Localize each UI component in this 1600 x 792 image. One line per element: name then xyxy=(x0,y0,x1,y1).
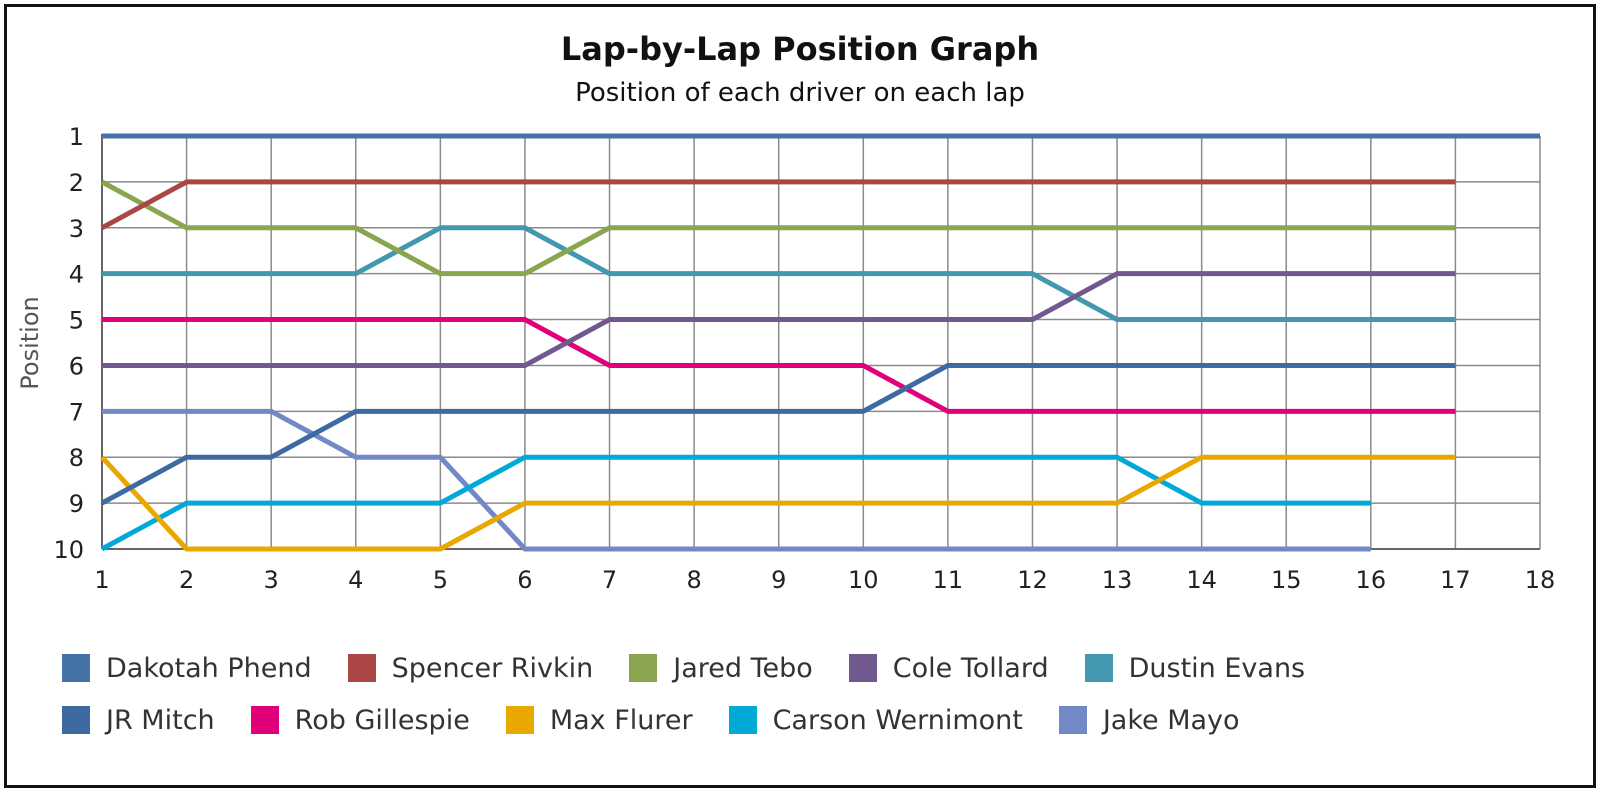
legend-swatch xyxy=(1084,654,1113,682)
x-tick-label: 3 xyxy=(264,566,279,594)
x-tick-label: 11 xyxy=(933,566,964,594)
legend-item[interactable]: Cole Tollard xyxy=(848,652,1049,684)
series-line-dustin-evans xyxy=(102,225,1456,323)
x-tick-label: 12 xyxy=(1017,566,1048,594)
legend-item[interactable]: Rob Gillespie xyxy=(250,704,470,736)
y-tick-label: 2 xyxy=(69,169,84,197)
legend-item[interactable]: Max Flurer xyxy=(505,704,693,736)
series-lines xyxy=(100,133,1540,552)
series-line-jared-tebo xyxy=(100,179,1456,277)
series-line-cole-tollard xyxy=(102,271,1456,368)
legend-item[interactable]: Spencer Rivkin xyxy=(347,652,594,684)
x-tick-label: 13 xyxy=(1102,566,1133,594)
legend-label: Dustin Evans xyxy=(1128,652,1306,684)
y-tick-label: 1 xyxy=(69,123,84,151)
y-axis-label: Position xyxy=(16,296,44,389)
y-tick-label: 9 xyxy=(69,490,84,518)
y-tick-label: 8 xyxy=(69,444,84,472)
legend-swatch xyxy=(62,706,90,734)
series-line-max-flurer xyxy=(100,454,1456,552)
y-tick-label: 5 xyxy=(69,307,84,335)
legend-swatch xyxy=(62,654,90,682)
legend-label: Dakotah Phend xyxy=(106,652,312,684)
series-line-jr-mitch xyxy=(100,362,1456,506)
x-tick-label: 1 xyxy=(94,566,109,594)
legend-swatch xyxy=(848,654,877,682)
x-axis-ticks: 1 2 3 4 5 6 7 8 9 10 11 12 13 14 15 16 17 18 xyxy=(94,566,1555,594)
legend-item[interactable]: Carson Wernimont xyxy=(728,704,1023,736)
legend: Dakotah Phend Spencer Rivkin Jared Tebo Col… xyxy=(62,642,1462,746)
grid xyxy=(101,134,1541,550)
y-tick-label: 3 xyxy=(69,215,84,243)
y-tick-label: 4 xyxy=(69,261,84,289)
legend-item[interactable]: Jake Mayo xyxy=(1058,704,1240,736)
legend-swatch xyxy=(505,706,534,734)
x-tick-label: 14 xyxy=(1186,566,1217,594)
legend-item[interactable]: Dustin Evans xyxy=(1084,652,1306,684)
legend-swatch xyxy=(250,706,279,734)
legend-swatch xyxy=(629,654,658,682)
legend-label: Spencer Rivkin xyxy=(391,652,594,684)
x-tick-label: 10 xyxy=(848,566,879,594)
x-tick-label: 2 xyxy=(179,566,194,594)
x-tick-label: 6 xyxy=(517,566,532,594)
legend-label: Jake Mayo xyxy=(1102,704,1240,736)
y-tick-label: 7 xyxy=(69,398,84,426)
x-tick-label: 17 xyxy=(1440,566,1471,594)
legend-item[interactable]: Dakotah Phend xyxy=(62,653,312,684)
y-tick-label: 10 xyxy=(53,536,84,564)
x-tick-label: 8 xyxy=(686,566,701,594)
x-tick-label: 16 xyxy=(1356,566,1387,594)
x-tick-label: 18 xyxy=(1525,566,1556,594)
legend-swatch xyxy=(1058,706,1087,734)
legend-row: JR Mitch Rob Gillespie Max Flurer Carson We… xyxy=(62,694,1462,746)
legend-label: JR Mitch xyxy=(106,704,215,736)
series-line-jake-mayo xyxy=(102,408,1371,552)
legend-item[interactable]: Jared Tebo xyxy=(629,653,813,684)
legend-item[interactable]: JR Mitch xyxy=(62,705,215,736)
x-tick-label: 4 xyxy=(348,566,363,594)
series-line-rob-gillespie xyxy=(102,317,1456,414)
legend-label: Max Flurer xyxy=(549,704,693,736)
chart-subtitle: Position of each driver on each lap xyxy=(575,78,1025,108)
chart-title: Lap-by-Lap Position Graph xyxy=(560,30,1040,68)
x-tick-label: 5 xyxy=(433,566,448,594)
x-tick-label: 7 xyxy=(602,566,617,594)
legend-swatch xyxy=(728,706,757,734)
legend-row: Dakotah Phend Spencer Rivkin Jared Tebo Col… xyxy=(62,642,1462,694)
x-tick-label: 15 xyxy=(1271,566,1302,594)
legend-label: Carson Wernimont xyxy=(772,704,1023,736)
y-axis-ticks: 1 2 3 4 5 6 7 8 9 10 xyxy=(53,123,84,564)
legend-swatch xyxy=(347,654,376,682)
x-tick-label: 9 xyxy=(771,566,786,594)
y-tick-label: 6 xyxy=(69,352,84,380)
series-line-spencer-rivkin xyxy=(100,179,1456,230)
legend-label: Jared Tebo xyxy=(673,652,813,684)
legend-label: Cole Tollard xyxy=(892,652,1049,684)
legend-label: Rob Gillespie xyxy=(294,704,470,736)
